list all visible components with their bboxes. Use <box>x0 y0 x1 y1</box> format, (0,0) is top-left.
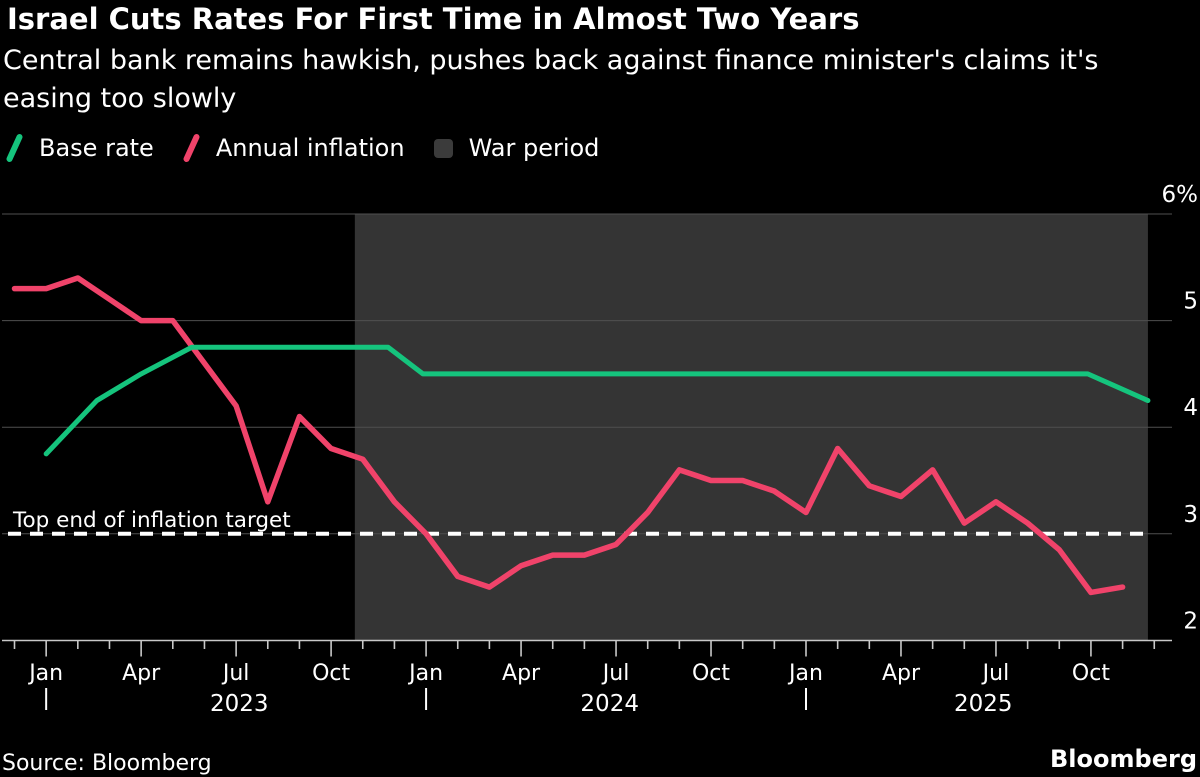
x-axis-month-label-jul-19: Jul <box>601 661 630 686</box>
x-axis-year-label-2024: 2024 <box>580 691 639 717</box>
legend-label-annual-inflation: Annual inflation <box>215 134 405 162</box>
base-rate-line-swatch-icon <box>6 134 23 162</box>
x-axis-month-label-oct-34: Oct <box>1072 661 1110 686</box>
source-note: Source: Bloomberg <box>2 751 212 776</box>
legend-item-annual-inflation: Annual inflation <box>183 132 405 164</box>
x-axis-month-label-oct-22: Oct <box>692 661 730 686</box>
x-axis-month-label-oct-10: Oct <box>312 661 350 686</box>
x-axis-month-label-apr-28: Apr <box>882 661 921 686</box>
annual-inflation-line <box>11 275 1126 596</box>
y-axis-label-4: 4 <box>1183 395 1198 421</box>
x-axis-month-label-jan-1: Jan <box>27 661 63 686</box>
war-period-swatch-icon <box>433 138 453 158</box>
inflation-target-label: Top end of inflation target <box>12 508 291 533</box>
y-axis-label-5: 5 <box>1183 289 1198 315</box>
legend: Base rate Annual inflation War period <box>6 132 599 164</box>
bloomberg-logo: Bloomberg <box>1050 745 1197 773</box>
base-rate-line <box>43 344 1151 457</box>
x-axis-month-label-jan-13: Jan <box>407 661 443 686</box>
x-axis-year-label-2025: 2025 <box>954 691 1013 717</box>
chart-subtitle-line-1: Central bank remains hawkish, pushes bac… <box>3 45 1099 76</box>
y-axis-label-2: 2 <box>1183 608 1198 634</box>
legend-item-base-rate: Base rate <box>6 132 154 164</box>
x-axis-month-label-apr-4: Apr <box>122 661 161 686</box>
x-axis-month-label-apr-16: Apr <box>502 661 541 686</box>
x-axis-month-label-jan-25: Jan <box>787 661 823 686</box>
y-axis-label-6%: 6% <box>1162 182 1199 208</box>
annual-inflation-line-swatch-icon <box>183 134 200 162</box>
legend-item-war-period: War period <box>433 134 600 162</box>
chart-subtitle: Central bank remains hawkish, pushes bac… <box>3 42 1098 118</box>
legend-label-base-rate: Base rate <box>39 134 154 162</box>
chart-title: Israel Cuts Rates For First Time in Almo… <box>7 2 860 36</box>
x-axis-month-label-jul-7: Jul <box>221 661 250 686</box>
y-axis-label-3: 3 <box>1183 502 1198 528</box>
x-axis-month-label-jul-31: Jul <box>981 661 1010 686</box>
chart-subtitle-line-2: easing too slowly <box>3 83 237 114</box>
legend-label-war-period: War period <box>468 134 600 162</box>
x-axis-year-label-2023: 2023 <box>210 691 269 717</box>
